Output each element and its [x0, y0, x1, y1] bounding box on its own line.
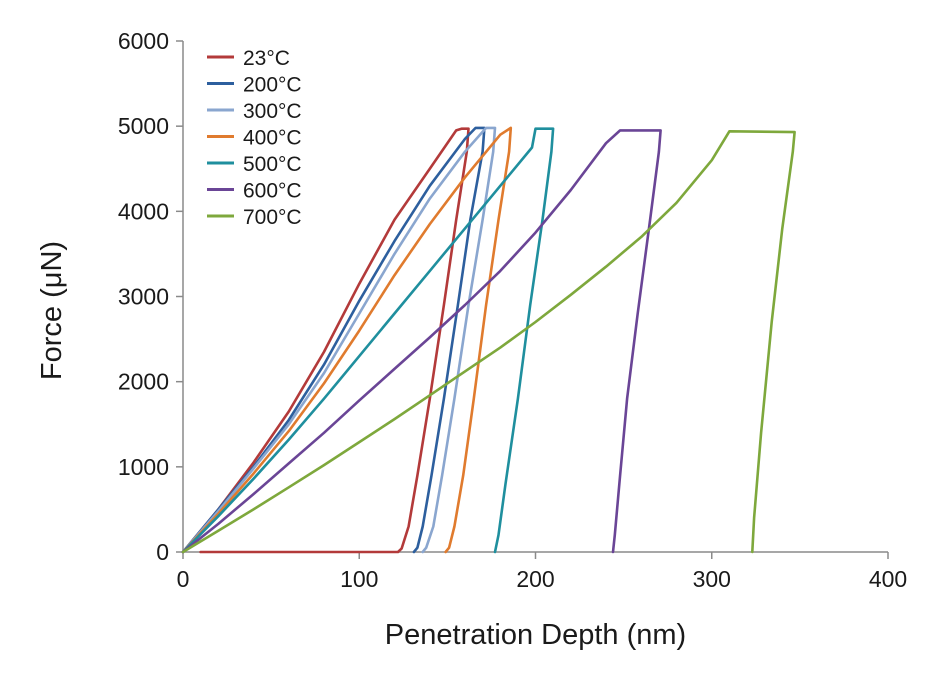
x-tick-label: 100 — [340, 566, 378, 592]
series-line-400c — [181, 126, 513, 554]
y-tick-label: 2000 — [118, 369, 169, 395]
series-line-300c — [181, 126, 497, 554]
y-tick-label: 6000 — [118, 28, 169, 54]
legend-label-200c: 200°C — [243, 74, 302, 97]
legend-label-600c: 600°C — [243, 180, 302, 203]
y-tick-label: 3000 — [118, 284, 169, 310]
series-line-700c — [181, 130, 796, 554]
legend-label-500c: 500°C — [243, 153, 302, 176]
x-tick-label: 200 — [516, 566, 554, 592]
series-line-600c — [181, 129, 662, 554]
series-line-500c — [181, 127, 555, 554]
legend-label-700c: 700°C — [243, 206, 302, 229]
series-layer — [181, 126, 796, 554]
legend-label-23c: 23°C — [243, 47, 290, 70]
y-axis-title: Force (μN) — [36, 241, 68, 380]
series-line-200c — [181, 126, 486, 554]
legend: 23°C 200°C 300°C 400°C 500°C 600°C 700°C — [207, 47, 302, 229]
series-line-23c — [181, 127, 470, 554]
legend-label-300c: 300°C — [243, 100, 302, 123]
y-tick-label: 0 — [156, 539, 169, 565]
x-tick-label: 300 — [693, 566, 731, 592]
x-tick-label: 0 — [177, 566, 190, 592]
y-tick-label: 5000 — [118, 113, 169, 139]
x-axis-title: Penetration Depth (nm) — [385, 619, 686, 651]
x-tick-label: 400 — [869, 566, 907, 592]
tick-marks: 0 1000 2000 3000 4000 5000 6000 0 100 200 300 400 — [118, 28, 907, 592]
legend-label-400c: 400°C — [243, 127, 302, 150]
y-tick-label: 4000 — [118, 198, 169, 224]
y-tick-label: 1000 — [118, 454, 169, 480]
